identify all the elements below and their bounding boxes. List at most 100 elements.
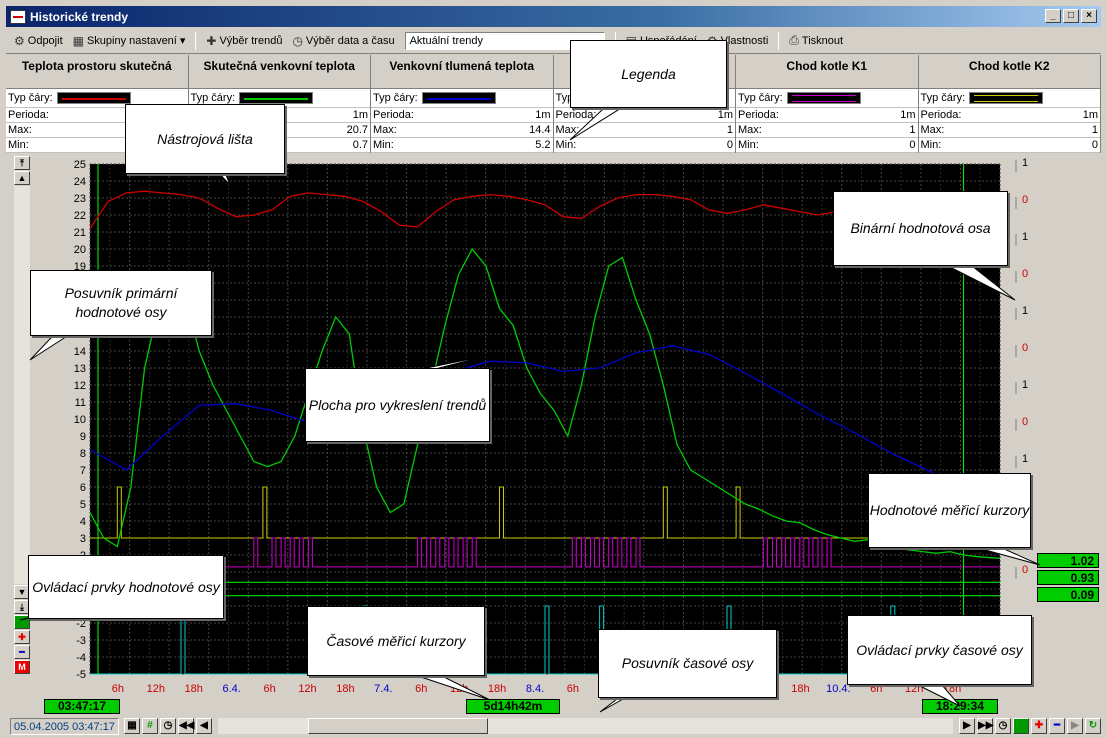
y-tick-label: 22 [74,210,86,222]
play-icon[interactable]: ▶ [1067,718,1083,734]
app-icon [10,9,26,24]
date-select-button[interactable]: ◷ Výběr data a času [292,33,395,48]
x-tick-label: 6h [870,683,882,695]
series-line [89,345,1001,500]
binary-axis-tick: 0 [1022,194,1028,206]
callout-axis-controls: Ovládací prvky hodnotové osy [28,555,224,619]
printer-icon: ⎙ [789,33,799,47]
scroll-up-icon[interactable]: ▲ [14,171,30,185]
y-tick-label: 23 [74,193,86,205]
x-tick-label: 18h [791,683,809,695]
minimize-button[interactable]: _ [1045,9,1061,23]
period-row: Perioda:1m [736,109,918,123]
x-tick-label: 10.4. [826,683,850,695]
toolbar: ⚙ Odpojit ▦ Skupiny nastavení ▾ ✚ Výběr tren… [6,28,1101,54]
series-line [89,247,1001,560]
x-tick-label: 6h [415,683,427,695]
y-tick-label: 20 [74,244,86,256]
binary-axis-tick: 1 [1022,453,1028,465]
y-tick-label: 24 [74,176,86,188]
y-tick-label: 6 [80,482,86,494]
groups-button[interactable]: ▦ Skupiny nastavení ▾ [72,33,186,48]
fast-forward-icon[interactable]: ▶▶ [977,718,993,734]
max-row: Max: 1 [918,124,1100,138]
manual-scale-icon[interactable]: M [14,660,30,674]
period-row: Perioda:1m [371,109,553,123]
line-sample[interactable] [421,91,496,104]
legend-title: Chod kotle K1 [736,55,918,89]
back-icon[interactable]: ◀ [195,718,212,734]
x-tick-label: 12h [450,683,468,695]
legend-column[interactable]: Chod kotle K1 Typ čáry: Perioda: 1m Max: 1… [736,55,919,153]
time-color-icon[interactable] [1013,718,1029,734]
close-button[interactable]: × [1081,9,1097,23]
disconnect-button[interactable]: ⚙ Odpojit [14,33,63,48]
scroll-thumb[interactable] [307,718,488,734]
time-axis-scrollbar[interactable] [217,718,953,734]
legend-column[interactable]: Chod kotle K2 Typ čáry: Perioda: 1m Max: 1… [918,55,1101,153]
chevron-down-icon[interactable]: ▾ [179,35,186,47]
legend-title: Teplota prostoru skutečná [6,55,188,89]
line-sample[interactable] [239,91,314,104]
line-sample[interactable] [56,91,131,104]
maximize-button[interactable]: □ [1063,9,1079,23]
line-type-row: Typ čáry: [6,89,188,108]
x-tick-label: 7.4. [374,683,392,695]
scroll-top-icon[interactable]: ⤒ [14,156,30,170]
value-cursor-readouts: 1.02 0.93 0.09 [1037,553,1099,604]
line-sample[interactable] [969,91,1044,104]
trend-select-icon: ✚ [206,33,217,48]
time-zoom-out-icon[interactable]: ━ [1049,718,1065,734]
value-cursor-readout: 0.93 [1037,570,1099,585]
forward-icon[interactable]: ▶ [959,718,975,734]
callout-time-controls: Ovládací prvky časové osy [847,615,1032,685]
clock-icon[interactable]: ◷ [995,718,1011,734]
hash-grid-icon[interactable]: # [141,718,158,734]
toolbar-separator [778,31,780,50]
line-sample[interactable] [786,91,861,104]
callout-time-cursors: Časové měřicí kurzory [307,606,485,676]
legend-column[interactable]: Venkovní tlumená teplota Typ čáry: Perio… [371,55,554,153]
time-cursor-left[interactable]: 03:47:17 [44,699,120,714]
callout-plot-area: Plocha pro vykreslení trendů [305,368,490,442]
value-cursor-readout: 0.09 [1037,587,1099,602]
y-tick-label: 5 [80,499,86,511]
primary-axis-scrollbar[interactable] [14,186,30,584]
x-tick-label: 12h [298,683,316,695]
line-type-row: Typ čáry: [371,89,553,108]
zoom-out-icon[interactable]: ━ [14,645,30,659]
y-tick-label: 3 [80,533,86,545]
min-row: Min: 5.2 [371,139,553,153]
y-tick-label: 9 [80,431,86,443]
grid-icon[interactable]: ▦ [123,718,140,734]
zoom-in-icon[interactable]: ✚ [14,630,30,644]
line-type-row: Typ čáry: [918,89,1100,108]
y-tick-label: 10 [74,414,86,426]
x-tick-label: 18h [488,683,506,695]
binary-axis-tick: 1 [1022,231,1028,243]
trend-select-button[interactable]: ✚ Výběr trendů [206,33,283,48]
binary-axis-tick: 1 [1022,305,1028,317]
rewind-icon[interactable]: ◀◀ [177,718,194,734]
y-tick-label: 8 [80,448,86,460]
window-titlebar: Historické trendy _ □ × [6,6,1101,27]
clock-icon[interactable]: ◷ [159,718,176,734]
y-tick-label: -4 [76,652,86,664]
print-button[interactable]: ⎙ Tisknout [789,33,844,47]
binary-axis-tick: 1 [1022,379,1028,391]
status-bar: 05.04.2005 03:47:17 ▦ # ◷ ◀◀ ◀ ▶ ▶▶ ◷ ✚ … [6,716,1101,736]
time-cursor-right[interactable]: 18:29:34 [922,699,998,714]
y-tick-label: 14 [74,346,86,358]
x-tick-label: 6.4. [222,683,240,695]
x-tick-label: 6h [567,683,579,695]
period-row: Perioda:1m [553,109,735,123]
current-trends-select[interactable]: Aktuální trendy [404,31,605,50]
time-zoom-in-icon[interactable]: ✚ [1031,718,1047,734]
refresh-icon[interactable]: ↻ [1085,718,1101,734]
binary-axis-tick: 0 [1022,268,1028,280]
disconnect-icon: ⚙ [14,33,25,48]
line-type-row: Typ čáry: [736,89,918,108]
binary-axis-tick: 0 [1022,564,1028,576]
callout-time-scroll: Posuvník časové osy [598,629,777,698]
time-cursor-delta: 5d14h42m [466,699,560,714]
